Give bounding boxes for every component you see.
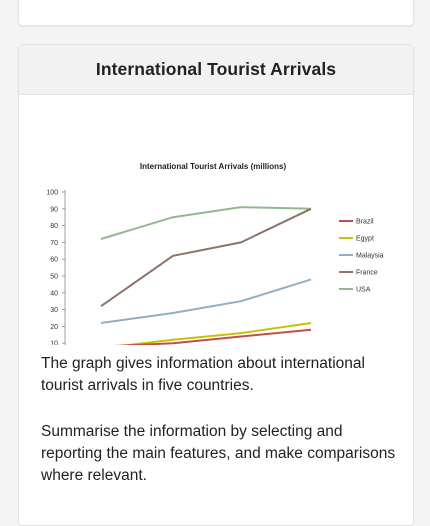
line-chart: International Tourist Arrivals (millions… bbox=[46, 162, 384, 345]
legend-label-brazil: Brazil bbox=[356, 219, 374, 226]
y-tick-label: 80 bbox=[50, 223, 58, 230]
series-line-brazil bbox=[113, 328, 312, 345]
legend-label-egypt: Egypt bbox=[356, 236, 374, 243]
y-axis-ticks: 0102030405060708090100 bbox=[46, 190, 65, 345]
legend-label-france: France bbox=[356, 270, 378, 277]
y-tick-label: 50 bbox=[50, 274, 58, 281]
series-line-malaysia bbox=[100, 278, 312, 324]
task-description: The graph gives information about intern… bbox=[41, 355, 365, 394]
y-tick-label: 70 bbox=[50, 240, 58, 247]
y-tick-label: 30 bbox=[50, 307, 58, 314]
task-card: International Tourist Arrivals Internati… bbox=[18, 44, 414, 526]
legend-label-malaysia: Malaysia bbox=[356, 253, 384, 260]
series-layer bbox=[100, 206, 312, 345]
series-line-egypt bbox=[119, 322, 312, 345]
previous-card bbox=[18, 0, 414, 26]
y-tick-label: 40 bbox=[50, 290, 58, 297]
card-header: International Tourist Arrivals bbox=[19, 45, 413, 95]
legend: Brazil Egypt Malaysia France USA bbox=[339, 219, 384, 294]
chart-title: International Tourist Arrivals (millions… bbox=[140, 162, 287, 171]
legend-label-usa: USA bbox=[356, 287, 371, 294]
y-tick-label: 90 bbox=[50, 206, 58, 213]
y-tick-label: 10 bbox=[50, 341, 58, 345]
card-title: International Tourist Arrivals bbox=[95, 59, 337, 79]
series-line-usa bbox=[100, 206, 312, 240]
y-tick-label: 20 bbox=[50, 324, 58, 331]
y-tick-label: 100 bbox=[46, 190, 58, 197]
task-instructions: Summarise the information by selecting a… bbox=[41, 423, 396, 484]
series-line-france bbox=[100, 207, 312, 308]
y-tick-label: 60 bbox=[50, 257, 58, 264]
